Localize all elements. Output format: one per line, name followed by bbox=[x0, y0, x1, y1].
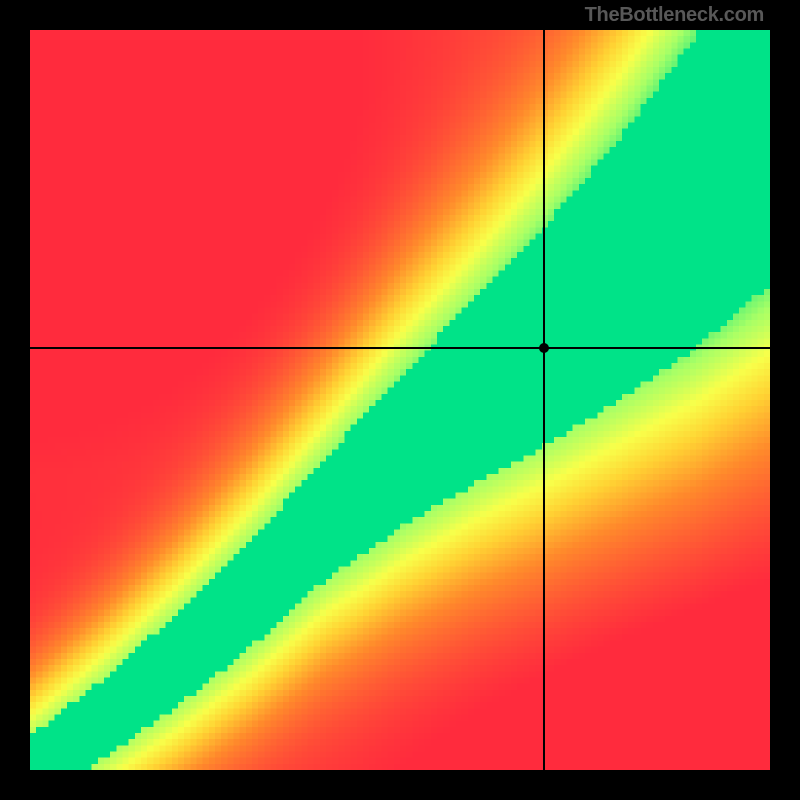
crosshair-horizontal bbox=[30, 347, 770, 349]
watermark-text: TheBottleneck.com bbox=[585, 4, 764, 27]
crosshair-vertical bbox=[543, 30, 545, 770]
chart-container: { "watermark": { "text": "TheBottleneck.… bbox=[0, 0, 800, 800]
heatmap-canvas bbox=[30, 30, 770, 770]
selection-marker bbox=[539, 343, 549, 353]
plot-area bbox=[30, 30, 770, 770]
